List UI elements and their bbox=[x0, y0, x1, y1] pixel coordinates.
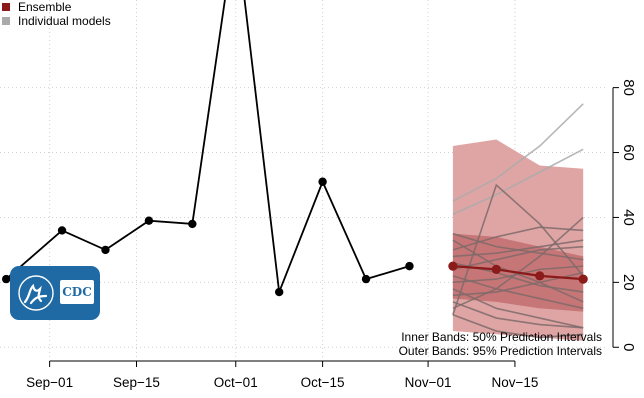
model-line bbox=[452, 148, 584, 215]
observed-line bbox=[5, 0, 410, 293]
model-line bbox=[452, 239, 584, 258]
model-line bbox=[452, 183, 584, 316]
ensemble-point bbox=[448, 261, 458, 271]
ensemble-line bbox=[452, 265, 584, 281]
model-line bbox=[452, 314, 584, 339]
x-tick-label: Nov−01 bbox=[405, 375, 452, 390]
model-line bbox=[452, 103, 584, 202]
y-tick-label: 60 bbox=[620, 144, 637, 161]
x-tick-label: Oct−15 bbox=[301, 375, 345, 390]
observed-point bbox=[2, 274, 11, 284]
observed-point bbox=[144, 216, 154, 225]
y-tick-label: 20 bbox=[620, 274, 637, 291]
model-line bbox=[452, 301, 584, 329]
inner-bands-note: Inner Bands: 50% Prediction Intervals bbox=[401, 330, 602, 344]
observed-point bbox=[188, 219, 197, 229]
legend-swatch-ensemble bbox=[2, 3, 10, 11]
legend-swatch-models bbox=[2, 17, 10, 25]
legend: Ensemble Individual models bbox=[0, 0, 111, 28]
interval-notes: Inner Bands: 50% Prediction Intervals Ou… bbox=[399, 330, 602, 358]
y-tick-label: 40 bbox=[620, 209, 637, 226]
model-line bbox=[452, 275, 584, 310]
ensemble-point bbox=[578, 274, 588, 284]
legend-item-models: Individual models bbox=[0, 14, 111, 28]
x-tick-label: Sep−15 bbox=[113, 375, 160, 390]
outer-bands-note: Outer Bands: 95% Prediction Intervals bbox=[398, 344, 602, 358]
legend-label-ensemble: Ensemble bbox=[18, 0, 72, 14]
hhs-eagle-icon bbox=[18, 275, 54, 311]
observed-point bbox=[318, 177, 327, 186]
observed-point bbox=[361, 274, 371, 284]
observed-point bbox=[274, 287, 284, 297]
observed-point bbox=[101, 245, 110, 255]
observed-point bbox=[405, 261, 414, 271]
cdc-wordmark: CDC bbox=[60, 280, 94, 304]
model-line bbox=[452, 265, 584, 284]
legend-label-models: Individual models bbox=[18, 14, 111, 28]
ensemble-point bbox=[535, 271, 545, 281]
x-tick-label: Sep−01 bbox=[26, 375, 73, 390]
x-tick-label: Nov−15 bbox=[491, 375, 538, 390]
model-line bbox=[452, 288, 584, 329]
model-line bbox=[452, 226, 584, 251]
plot-area bbox=[2, 0, 588, 341]
observed-point bbox=[57, 226, 67, 235]
x-tick-label: Oct−01 bbox=[214, 375, 258, 390]
y-tick-label: 80 bbox=[620, 79, 637, 96]
y-tick-label: 0 bbox=[620, 343, 637, 351]
legend-item-ensemble: Ensemble bbox=[0, 0, 111, 14]
cdc-logo: CDC bbox=[10, 266, 100, 320]
ensemble-point bbox=[491, 264, 501, 274]
model-line bbox=[452, 245, 584, 271]
